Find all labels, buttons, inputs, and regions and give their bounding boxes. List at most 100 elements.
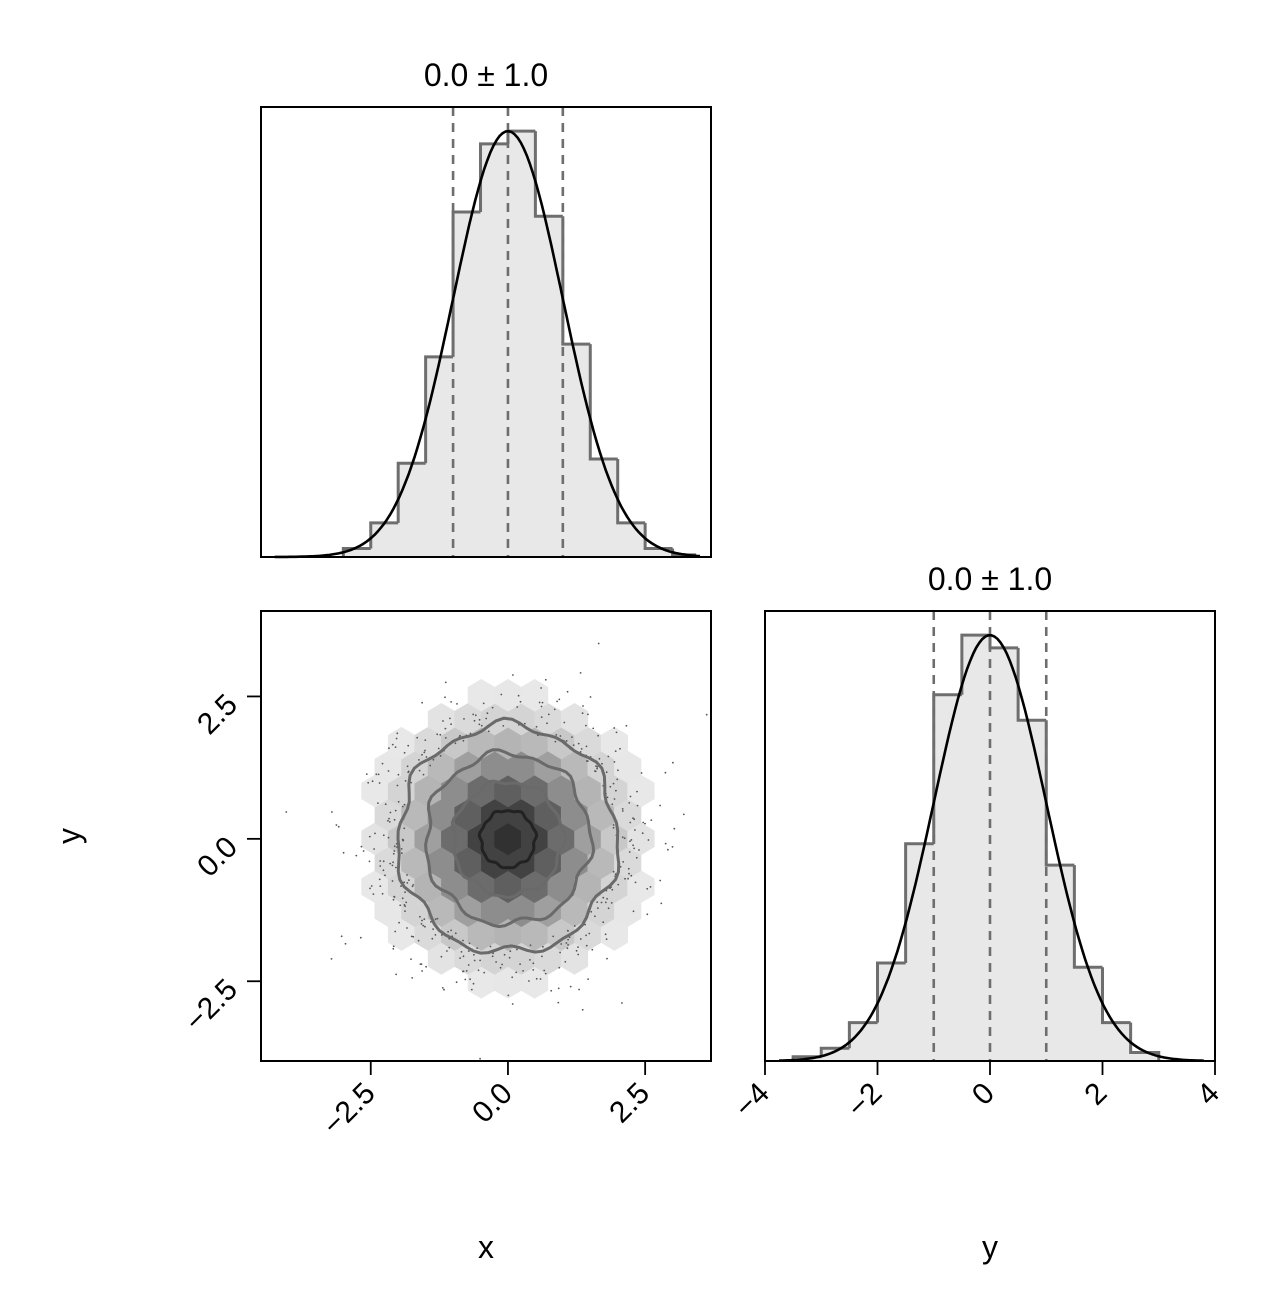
scatter-point bbox=[395, 973, 397, 976]
scatter-point bbox=[517, 694, 520, 697]
scatter-point bbox=[606, 897, 608, 900]
scatter-point bbox=[436, 733, 439, 736]
scatter-point bbox=[627, 877, 629, 880]
scatter-point bbox=[640, 772, 643, 774]
scatter-point bbox=[664, 771, 667, 774]
x-marginal-title: 0.0 ± 1.0 bbox=[424, 57, 548, 93]
y-marginal-hist-bin bbox=[1044, 720, 1075, 867]
scatter-point bbox=[423, 751, 426, 754]
scatter-point bbox=[659, 879, 662, 882]
scatter-point bbox=[388, 817, 390, 820]
scatter-point bbox=[529, 944, 532, 947]
scatter-point bbox=[604, 933, 607, 936]
scatter-point bbox=[613, 761, 616, 763]
scatter-point bbox=[628, 851, 631, 853]
scatter-point bbox=[406, 874, 408, 876]
scatter-point bbox=[372, 893, 375, 895]
scatter-point bbox=[440, 955, 443, 958]
scatter-point bbox=[489, 945, 492, 948]
scatter-point bbox=[577, 953, 580, 956]
scatter-point bbox=[391, 880, 394, 882]
scatter-point bbox=[392, 861, 394, 864]
scatter-point bbox=[632, 844, 634, 847]
scatter-point bbox=[392, 852, 395, 855]
scatter-point bbox=[540, 716, 543, 718]
scatter-point bbox=[636, 804, 639, 807]
scatter-point bbox=[472, 982, 475, 985]
scatter-point bbox=[540, 705, 543, 708]
scatter-point bbox=[579, 751, 582, 753]
scatter-point bbox=[565, 740, 568, 742]
scatter-point bbox=[573, 925, 576, 927]
scatter-point bbox=[442, 720, 444, 722]
scatter-point bbox=[396, 784, 399, 787]
scatter-point bbox=[382, 869, 385, 872]
x-tick-label: −2.5 bbox=[316, 1077, 381, 1142]
scatter-point bbox=[394, 809, 397, 812]
scatter-point bbox=[604, 901, 607, 904]
scatter-point bbox=[550, 989, 553, 992]
scatter-point bbox=[611, 803, 614, 806]
scatter-point bbox=[408, 879, 410, 881]
contour-line bbox=[477, 809, 539, 870]
scatter-point bbox=[437, 747, 440, 750]
scatter-point bbox=[374, 832, 376, 835]
y-marginal-kde-curve bbox=[779, 634, 1204, 1062]
scatter-point bbox=[421, 919, 423, 922]
scatter-point bbox=[613, 798, 616, 800]
scatter-point bbox=[459, 957, 461, 959]
scatter-point bbox=[491, 955, 494, 958]
scatter-point bbox=[594, 770, 596, 772]
scatter-point bbox=[591, 948, 594, 951]
scatter-point bbox=[566, 947, 569, 950]
x-marginal-hist-bin bbox=[424, 355, 454, 464]
scatter-point bbox=[605, 938, 608, 941]
scatter-point bbox=[482, 702, 485, 705]
scatter-point bbox=[340, 935, 343, 938]
scatter-point bbox=[425, 756, 428, 758]
scatter-point bbox=[585, 745, 588, 748]
scatter-point bbox=[585, 724, 587, 727]
scatter-point bbox=[362, 850, 365, 852]
scatter-point bbox=[416, 736, 419, 739]
y-axis-label: y bbox=[51, 828, 87, 844]
x-marginal-hist-bin bbox=[341, 546, 371, 557]
scatter-point bbox=[477, 969, 480, 972]
scatter-point bbox=[606, 957, 608, 960]
scatter-point bbox=[479, 959, 481, 962]
scatter-point bbox=[450, 929, 452, 932]
scatter-point bbox=[407, 771, 410, 774]
scatter-point bbox=[355, 854, 358, 857]
y-marginal-xlabel: y bbox=[982, 1229, 998, 1265]
scatter-point bbox=[462, 970, 465, 973]
y-marginal-tick-label: −4 bbox=[728, 1077, 776, 1125]
x-marginal-hist-bin bbox=[369, 521, 399, 549]
x-tick-label: 0.0 bbox=[466, 1077, 519, 1130]
scatter-point bbox=[622, 861, 625, 863]
scatter-point bbox=[448, 946, 451, 949]
x-marginal-hist-bin bbox=[479, 142, 508, 213]
scatter-point bbox=[554, 740, 557, 743]
scatter-point bbox=[556, 700, 558, 703]
scatter-point bbox=[557, 1001, 560, 1004]
scatter-point bbox=[595, 765, 597, 767]
scatter-point bbox=[579, 938, 582, 940]
scatter-point bbox=[478, 718, 481, 721]
scatter-point bbox=[596, 766, 599, 768]
scatter-point bbox=[468, 942, 471, 945]
scatter-point bbox=[500, 693, 503, 696]
scatter-point bbox=[393, 895, 395, 898]
scatter-point bbox=[621, 1002, 623, 1004]
scatter-point bbox=[547, 713, 550, 716]
scatter-point bbox=[384, 874, 386, 877]
scatter-point bbox=[621, 808, 624, 810]
scatter-point bbox=[344, 942, 347, 945]
scatter-point bbox=[404, 910, 406, 912]
scatter-point bbox=[450, 723, 452, 726]
y-marginal-tick-label: 0 bbox=[966, 1077, 1001, 1112]
scatter-point bbox=[642, 821, 645, 824]
y-tick-label: 2.5 bbox=[191, 688, 244, 741]
scatter-point bbox=[403, 803, 406, 806]
scatter-point bbox=[391, 864, 394, 867]
scatter-point bbox=[367, 781, 370, 784]
